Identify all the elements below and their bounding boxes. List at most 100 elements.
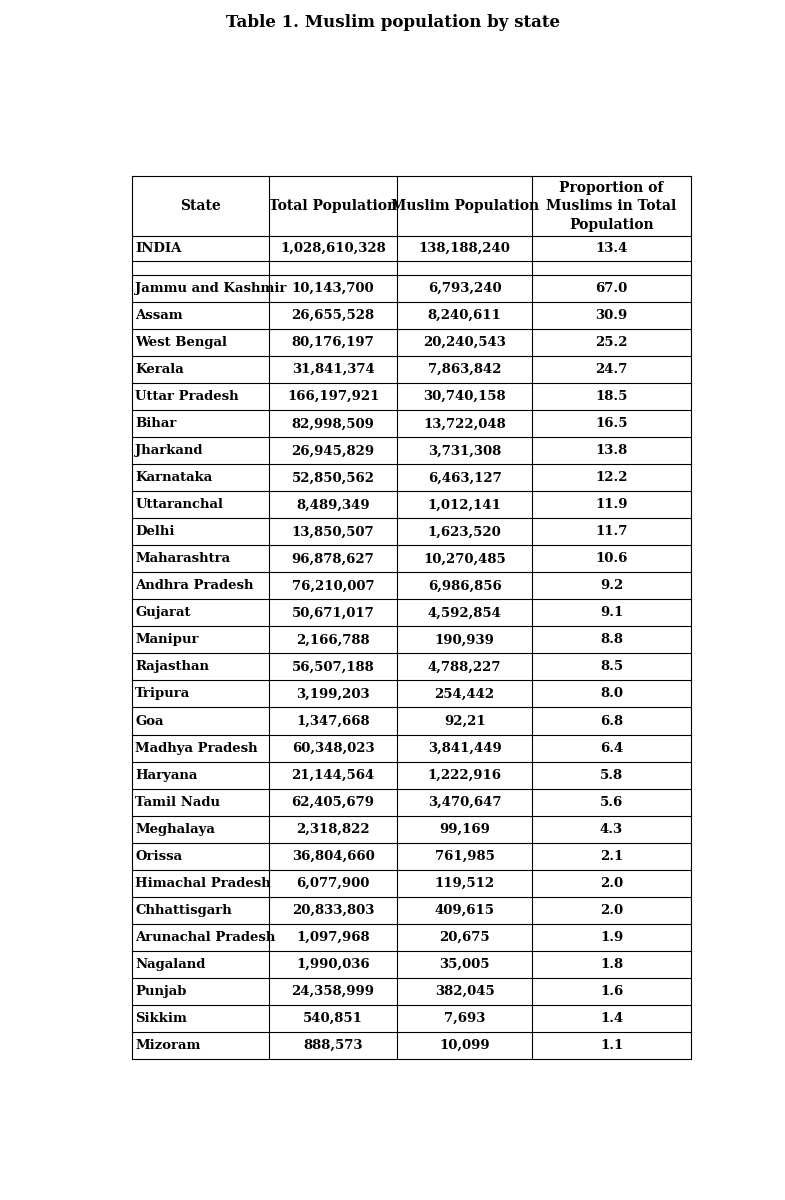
Text: 1.1: 1.1 bbox=[600, 1039, 623, 1051]
Text: Meghalaya: Meghalaya bbox=[135, 822, 215, 835]
Text: Haryana: Haryana bbox=[135, 768, 198, 781]
Text: 382,045: 382,045 bbox=[435, 985, 495, 997]
Text: 6.8: 6.8 bbox=[600, 714, 623, 727]
Text: 9.2: 9.2 bbox=[600, 580, 623, 593]
Text: 9.1: 9.1 bbox=[600, 606, 623, 619]
Text: Orissa: Orissa bbox=[135, 850, 182, 863]
Text: 16.5: 16.5 bbox=[595, 418, 628, 431]
Text: 8.0: 8.0 bbox=[600, 688, 623, 701]
Text: Uttar Pradesh: Uttar Pradesh bbox=[135, 390, 239, 403]
Text: Gujarat: Gujarat bbox=[135, 606, 191, 619]
Text: Manipur: Manipur bbox=[135, 634, 199, 647]
Text: INDIA: INDIA bbox=[135, 242, 181, 256]
Text: 50,671,017: 50,671,017 bbox=[292, 606, 374, 619]
Text: 11.7: 11.7 bbox=[595, 526, 628, 539]
Text: 12.2: 12.2 bbox=[595, 472, 628, 485]
Text: 7,693: 7,693 bbox=[444, 1012, 485, 1025]
Text: 20,833,803: 20,833,803 bbox=[292, 904, 374, 917]
Text: Uttaranchal: Uttaranchal bbox=[135, 498, 223, 511]
Text: 52,850,562: 52,850,562 bbox=[291, 472, 374, 485]
Text: 6,077,900: 6,077,900 bbox=[297, 877, 370, 889]
Text: 10.6: 10.6 bbox=[595, 552, 628, 565]
Text: 761,985: 761,985 bbox=[435, 850, 495, 863]
Text: Nagaland: Nagaland bbox=[135, 958, 206, 971]
Text: 80,176,197: 80,176,197 bbox=[292, 336, 374, 349]
Text: 4,592,854: 4,592,854 bbox=[428, 606, 502, 619]
Text: 6,986,856: 6,986,856 bbox=[428, 580, 502, 593]
Text: 10,270,485: 10,270,485 bbox=[423, 552, 506, 565]
Text: Mizoram: Mizoram bbox=[135, 1039, 201, 1051]
Text: 2.0: 2.0 bbox=[600, 904, 623, 917]
Text: 3,841,449: 3,841,449 bbox=[428, 742, 502, 755]
Text: Table 1. Muslim population by state: Table 1. Muslim population by state bbox=[225, 14, 560, 31]
Text: 8,489,349: 8,489,349 bbox=[296, 498, 370, 511]
Text: 20,675: 20,675 bbox=[440, 931, 490, 943]
Text: 5.8: 5.8 bbox=[600, 768, 623, 781]
Text: 11.9: 11.9 bbox=[595, 498, 628, 511]
Text: 1.4: 1.4 bbox=[600, 1012, 623, 1025]
Text: 1.8: 1.8 bbox=[600, 958, 623, 971]
Text: 13.8: 13.8 bbox=[595, 444, 628, 457]
Text: 20,240,543: 20,240,543 bbox=[423, 336, 506, 349]
Text: 8.5: 8.5 bbox=[600, 660, 623, 673]
Text: 2.1: 2.1 bbox=[600, 850, 623, 863]
Text: 8.8: 8.8 bbox=[600, 634, 623, 647]
Text: 1.9: 1.9 bbox=[600, 931, 623, 943]
Text: 26,655,528: 26,655,528 bbox=[291, 310, 374, 323]
Text: 56,507,188: 56,507,188 bbox=[292, 660, 374, 673]
Text: 254,442: 254,442 bbox=[435, 688, 495, 701]
Text: Muslim Population: Muslim Population bbox=[391, 199, 539, 214]
Text: 7,863,842: 7,863,842 bbox=[428, 364, 502, 377]
Text: 18.5: 18.5 bbox=[595, 390, 628, 403]
Text: 190,939: 190,939 bbox=[435, 634, 495, 647]
Text: Jharkand: Jharkand bbox=[135, 444, 203, 457]
Text: 138,188,240: 138,188,240 bbox=[418, 242, 510, 256]
Text: 888,573: 888,573 bbox=[303, 1039, 363, 1051]
Text: 3,731,308: 3,731,308 bbox=[428, 444, 502, 457]
Text: Delhi: Delhi bbox=[135, 526, 175, 539]
Text: Chhattisgarh: Chhattisgarh bbox=[135, 904, 232, 917]
Text: 4.3: 4.3 bbox=[600, 822, 623, 835]
Text: 30,740,158: 30,740,158 bbox=[423, 390, 506, 403]
Text: 25.2: 25.2 bbox=[595, 336, 628, 349]
Text: 36,804,660: 36,804,660 bbox=[292, 850, 374, 863]
Text: 82,998,509: 82,998,509 bbox=[292, 418, 374, 431]
Text: 5.6: 5.6 bbox=[600, 796, 623, 809]
Text: 62,405,679: 62,405,679 bbox=[291, 796, 374, 809]
Text: Tamil Nadu: Tamil Nadu bbox=[135, 796, 221, 809]
Text: Punjab: Punjab bbox=[135, 985, 187, 997]
Text: 76,210,007: 76,210,007 bbox=[292, 580, 374, 593]
Text: 10,143,700: 10,143,700 bbox=[292, 282, 374, 295]
Text: 1,012,141: 1,012,141 bbox=[428, 498, 502, 511]
Text: Bihar: Bihar bbox=[135, 418, 177, 431]
Text: 6.4: 6.4 bbox=[600, 742, 623, 755]
Text: 30.9: 30.9 bbox=[595, 310, 628, 323]
Text: 26,945,829: 26,945,829 bbox=[291, 444, 374, 457]
Text: Rajasthan: Rajasthan bbox=[135, 660, 210, 673]
Text: Tripura: Tripura bbox=[135, 688, 191, 701]
Text: Assam: Assam bbox=[135, 310, 183, 323]
Text: Arunachal Pradesh: Arunachal Pradesh bbox=[135, 931, 276, 943]
Text: 1,028,610,328: 1,028,610,328 bbox=[280, 242, 386, 256]
Text: Madhya Pradesh: Madhya Pradesh bbox=[135, 742, 257, 755]
Text: 6,463,127: 6,463,127 bbox=[428, 472, 502, 485]
Text: West Bengal: West Bengal bbox=[135, 336, 227, 349]
Text: Total Population: Total Population bbox=[269, 199, 397, 214]
Text: 96,878,627: 96,878,627 bbox=[292, 552, 374, 565]
Text: 21,144,564: 21,144,564 bbox=[291, 768, 374, 781]
Text: 13,722,048: 13,722,048 bbox=[423, 418, 506, 431]
Text: 3,199,203: 3,199,203 bbox=[296, 688, 370, 701]
Text: 24.7: 24.7 bbox=[595, 364, 628, 377]
Text: 99,169: 99,169 bbox=[439, 822, 490, 835]
Text: 60,348,023: 60,348,023 bbox=[292, 742, 374, 755]
Text: Himachal Pradesh: Himachal Pradesh bbox=[135, 877, 271, 889]
Text: 4,788,227: 4,788,227 bbox=[428, 660, 502, 673]
Text: 10,099: 10,099 bbox=[440, 1039, 490, 1051]
Text: 409,615: 409,615 bbox=[435, 904, 495, 917]
Text: State: State bbox=[180, 199, 221, 214]
Text: Kerala: Kerala bbox=[135, 364, 184, 377]
Text: 67.0: 67.0 bbox=[595, 282, 628, 295]
Text: 119,512: 119,512 bbox=[435, 877, 495, 889]
Text: 1,097,968: 1,097,968 bbox=[296, 931, 370, 943]
Text: 1,990,036: 1,990,036 bbox=[296, 958, 370, 971]
